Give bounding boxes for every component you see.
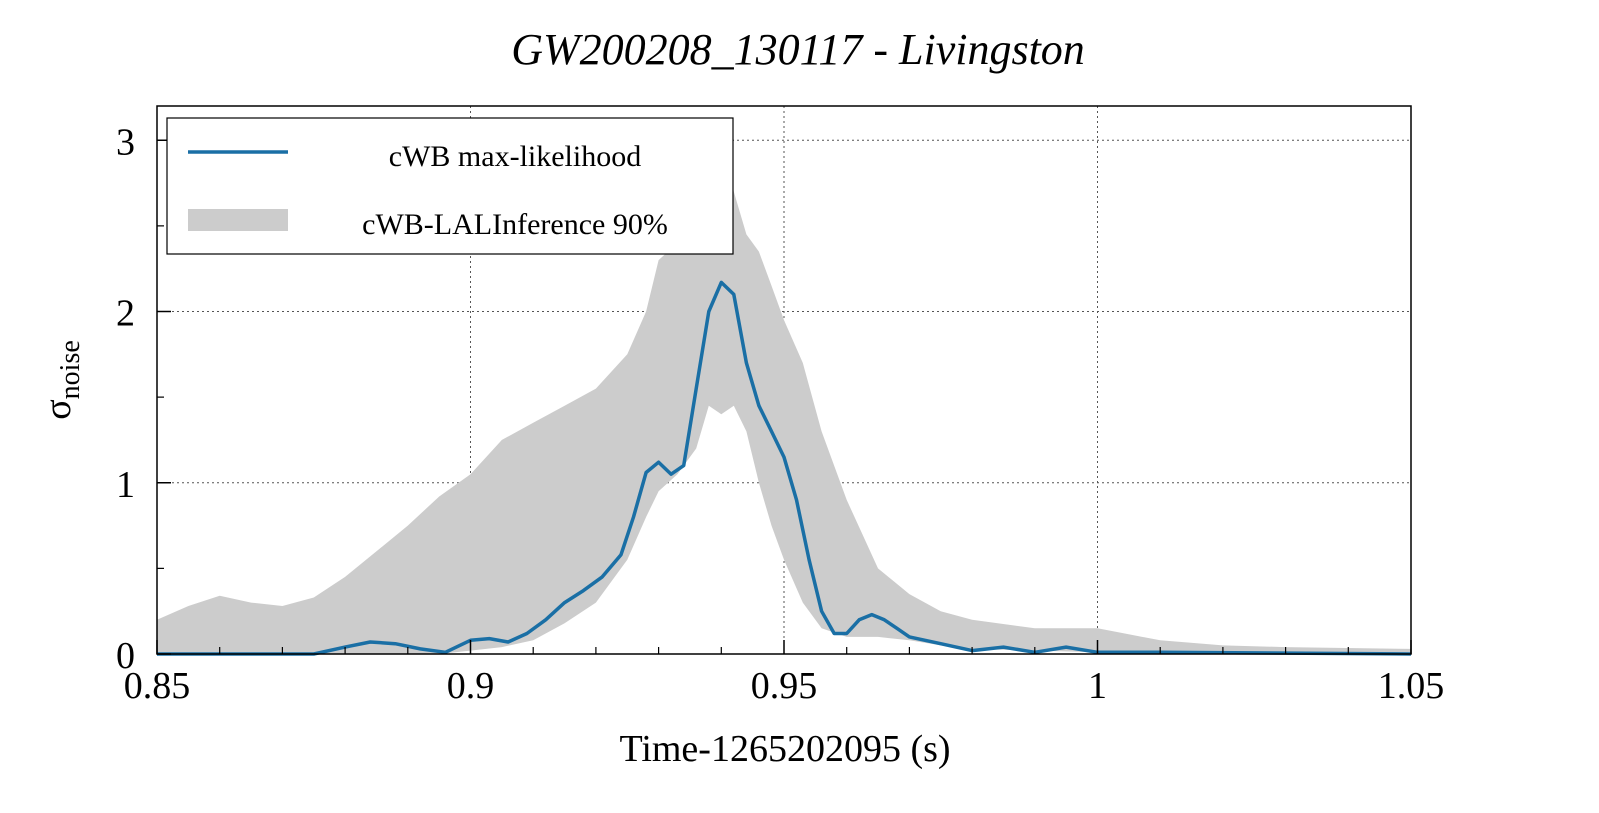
x-tick-label: 0.9 (447, 665, 495, 707)
x-tick-label: 0.95 (751, 665, 818, 707)
x-axis-title: Time-1265202095 (s) (619, 728, 950, 770)
y-tick-label: 0 (116, 635, 135, 677)
x-tick-label: 1 (1088, 665, 1107, 707)
legend-band-swatch (188, 209, 288, 231)
max-likelihood-line (157, 280, 1412, 656)
y-axis-symbol: σ (37, 399, 79, 419)
legend-box (166, 117, 734, 255)
y-tick-label: 2 (116, 293, 135, 335)
y-tick-label: 3 (116, 121, 135, 163)
chart-title: GW200208_130117 - Livingston (511, 25, 1085, 74)
svg-text:σnoise: σnoise (37, 340, 86, 420)
legend-label-max-likelihood: cWB max-likelihood (389, 140, 641, 173)
y-tick-label: 1 (116, 464, 135, 506)
y-axis-title: σnoise (37, 340, 86, 420)
y-tick-labels: 0 1 2 3 (116, 121, 135, 677)
x-tick-label: 0.85 (124, 665, 191, 707)
x-tick-label: 1.05 (1378, 665, 1445, 707)
confidence-band (157, 140, 1411, 655)
legend-label-band: cWB-LALInference 90% (362, 208, 668, 241)
legend: cWB max-likelihood cWB-LALInference 90% (166, 117, 734, 255)
y-axis-subscript: noise (55, 340, 86, 399)
axis-ticks (156, 139, 1412, 655)
x-tick-labels: 0.85 0.9 0.95 1 1.05 (124, 665, 1445, 707)
